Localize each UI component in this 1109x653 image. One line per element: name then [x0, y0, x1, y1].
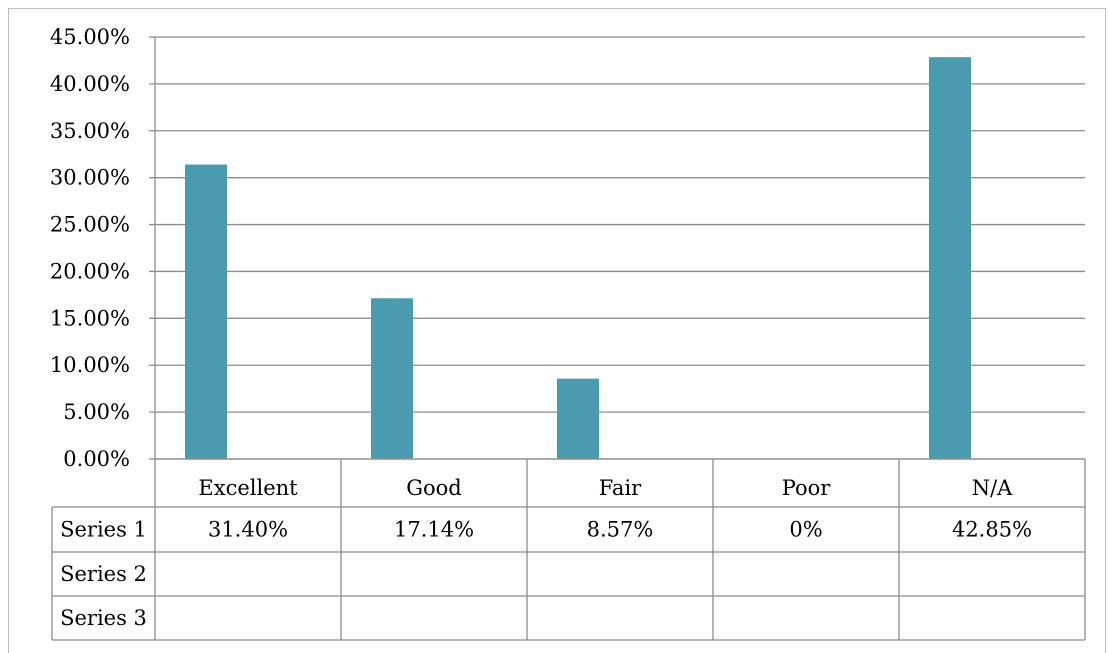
- table-cell-value: 42.85%: [952, 518, 1032, 542]
- series-row-label: Series 3: [60, 606, 147, 630]
- category-label: N/A: [972, 476, 1013, 500]
- y-tick-label: 25.00%: [50, 213, 130, 237]
- y-tick-label: 30.00%: [50, 166, 130, 190]
- chart-frame: [8, 8, 1106, 653]
- y-tick-label: 35.00%: [50, 119, 130, 143]
- y-tick-label: 0.00%: [63, 447, 130, 471]
- category-label: Excellent: [198, 476, 298, 500]
- bar: [371, 298, 413, 459]
- category-label: Good: [406, 476, 462, 500]
- category-label: Poor: [782, 476, 832, 500]
- table-cell-value: 0%: [789, 518, 822, 542]
- series-row-label: Series 2: [60, 562, 147, 586]
- table-cell-value: 17.14%: [394, 518, 474, 542]
- y-tick-label: 45.00%: [50, 25, 130, 49]
- bar: [185, 164, 227, 459]
- table-cell-value: 31.40%: [208, 518, 288, 542]
- y-tick-label: 40.00%: [50, 72, 130, 96]
- table-cell-value: 8.57%: [587, 518, 654, 542]
- category-label: Fair: [599, 476, 642, 500]
- y-tick-label: 15.00%: [50, 306, 130, 330]
- y-tick-label: 5.00%: [63, 400, 130, 424]
- bar: [929, 57, 971, 459]
- y-tick-label: 20.00%: [50, 259, 130, 283]
- y-tick-label: 10.00%: [50, 353, 130, 377]
- bar: [557, 378, 599, 459]
- series-row-label: Series 1: [60, 518, 147, 542]
